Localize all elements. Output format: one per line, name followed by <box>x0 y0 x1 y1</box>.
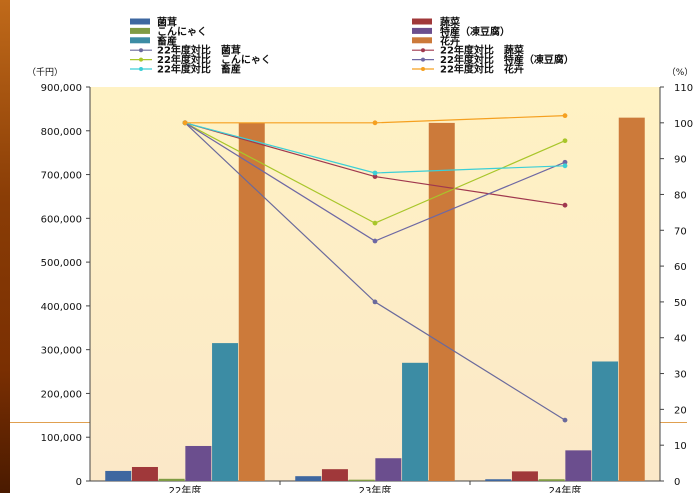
legend-marker <box>139 67 143 71</box>
left-tick-label: 300,000 <box>41 346 82 357</box>
plot-area <box>90 87 660 481</box>
legend-label: 22年度対比 特産（凍豆腐） <box>440 53 574 66</box>
bar <box>131 466 158 481</box>
x-category-label: 22年度 <box>169 484 202 493</box>
bar <box>428 122 455 482</box>
bar <box>402 362 429 481</box>
legend-label: 花卉 <box>440 34 460 47</box>
left-tick-label: 100,000 <box>41 433 82 444</box>
legend-label: こんにゃく <box>157 26 207 38</box>
legend-swatch <box>412 18 432 25</box>
right-tick-label: 110 <box>674 83 693 94</box>
left-tick-label: 500,000 <box>41 258 82 269</box>
axes: 0 100,000 200,000 300,000 400,000 500,000 600,… <box>27 67 693 493</box>
legend-marker <box>139 57 143 62</box>
right-axis-unit: （%） <box>667 67 694 78</box>
bar <box>592 361 619 481</box>
legend-marker <box>421 57 425 62</box>
legend-marker <box>421 48 425 53</box>
left-tick-label: 800,000 <box>41 127 82 138</box>
left-tick-label: 400,000 <box>41 302 82 313</box>
plot-background <box>90 87 660 481</box>
legend-swatch <box>130 37 150 44</box>
right-tick-label: 80 <box>674 190 687 201</box>
legend-label: 22年度対比 畜産 <box>157 63 241 76</box>
legend-label: 22年度対比 花卉 <box>440 63 524 76</box>
bar <box>321 469 348 481</box>
right-tick-label: 20 <box>674 405 687 416</box>
bar <box>348 479 375 481</box>
legend-swatch <box>412 37 432 44</box>
bar <box>618 117 645 482</box>
legend-label: 22年度対比 蔬菜 <box>440 44 525 57</box>
left-tick-label: 700,000 <box>41 171 82 182</box>
left-tick-label: 600,000 <box>41 214 82 225</box>
right-tick-label: 90 <box>674 155 687 166</box>
line-series-group <box>182 113 568 423</box>
frame-left-edge <box>0 0 10 493</box>
bar <box>565 450 592 481</box>
legend-marker <box>421 67 425 71</box>
x-category-label: 24年度 <box>549 484 582 493</box>
bar <box>295 476 322 481</box>
left-tick-label: 200,000 <box>41 389 82 400</box>
legend-swatch <box>412 27 432 34</box>
line-point <box>562 138 568 144</box>
bar <box>511 471 538 481</box>
bar <box>538 479 565 481</box>
line-point <box>372 174 378 179</box>
right-tick-label: 0 <box>674 477 680 488</box>
left-tick-label: 0 <box>76 477 82 488</box>
right-tick-label: 10 <box>674 441 687 452</box>
legend-swatch <box>130 18 150 25</box>
bar <box>158 478 185 481</box>
right-tick-label: 50 <box>674 298 687 309</box>
legend-label: 畜産 <box>157 34 177 47</box>
line-point <box>562 163 568 169</box>
line-point <box>372 220 378 226</box>
legend-label: 蔬菜 <box>440 16 461 29</box>
line-point <box>372 120 378 126</box>
legend-marker <box>139 48 143 53</box>
bar <box>238 122 265 482</box>
right-tick-label: 30 <box>674 370 687 381</box>
right-tick-label: 70 <box>674 226 687 237</box>
right-tick-label: 100 <box>674 119 693 130</box>
left-tick-label: 900,000 <box>41 83 82 94</box>
line-point <box>372 238 378 244</box>
line-point <box>562 159 568 165</box>
bar <box>105 470 132 481</box>
right-tick-label: 60 <box>674 262 687 273</box>
line-point <box>562 417 568 423</box>
right-tick-label: 40 <box>674 334 687 345</box>
line-point <box>372 170 378 176</box>
legend-label: 特産（凍豆腐） <box>440 25 510 38</box>
line-point <box>562 113 568 119</box>
line-point <box>372 299 378 305</box>
left-axis-unit: （千円） <box>27 67 63 78</box>
bar <box>485 479 512 481</box>
x-category-label: 23年度 <box>359 484 392 493</box>
line-point <box>182 120 188 126</box>
legend-label: 22年度対比 こんにゃく <box>157 53 271 66</box>
bar <box>375 458 402 481</box>
line-point <box>562 202 568 208</box>
bar <box>212 343 239 481</box>
legend-label: 22年度対比 菌茸 <box>157 44 241 57</box>
bar <box>185 445 212 481</box>
bar-series-group <box>105 117 645 482</box>
legend-swatch <box>130 27 150 34</box>
legend-label: 菌茸 <box>157 16 177 29</box>
